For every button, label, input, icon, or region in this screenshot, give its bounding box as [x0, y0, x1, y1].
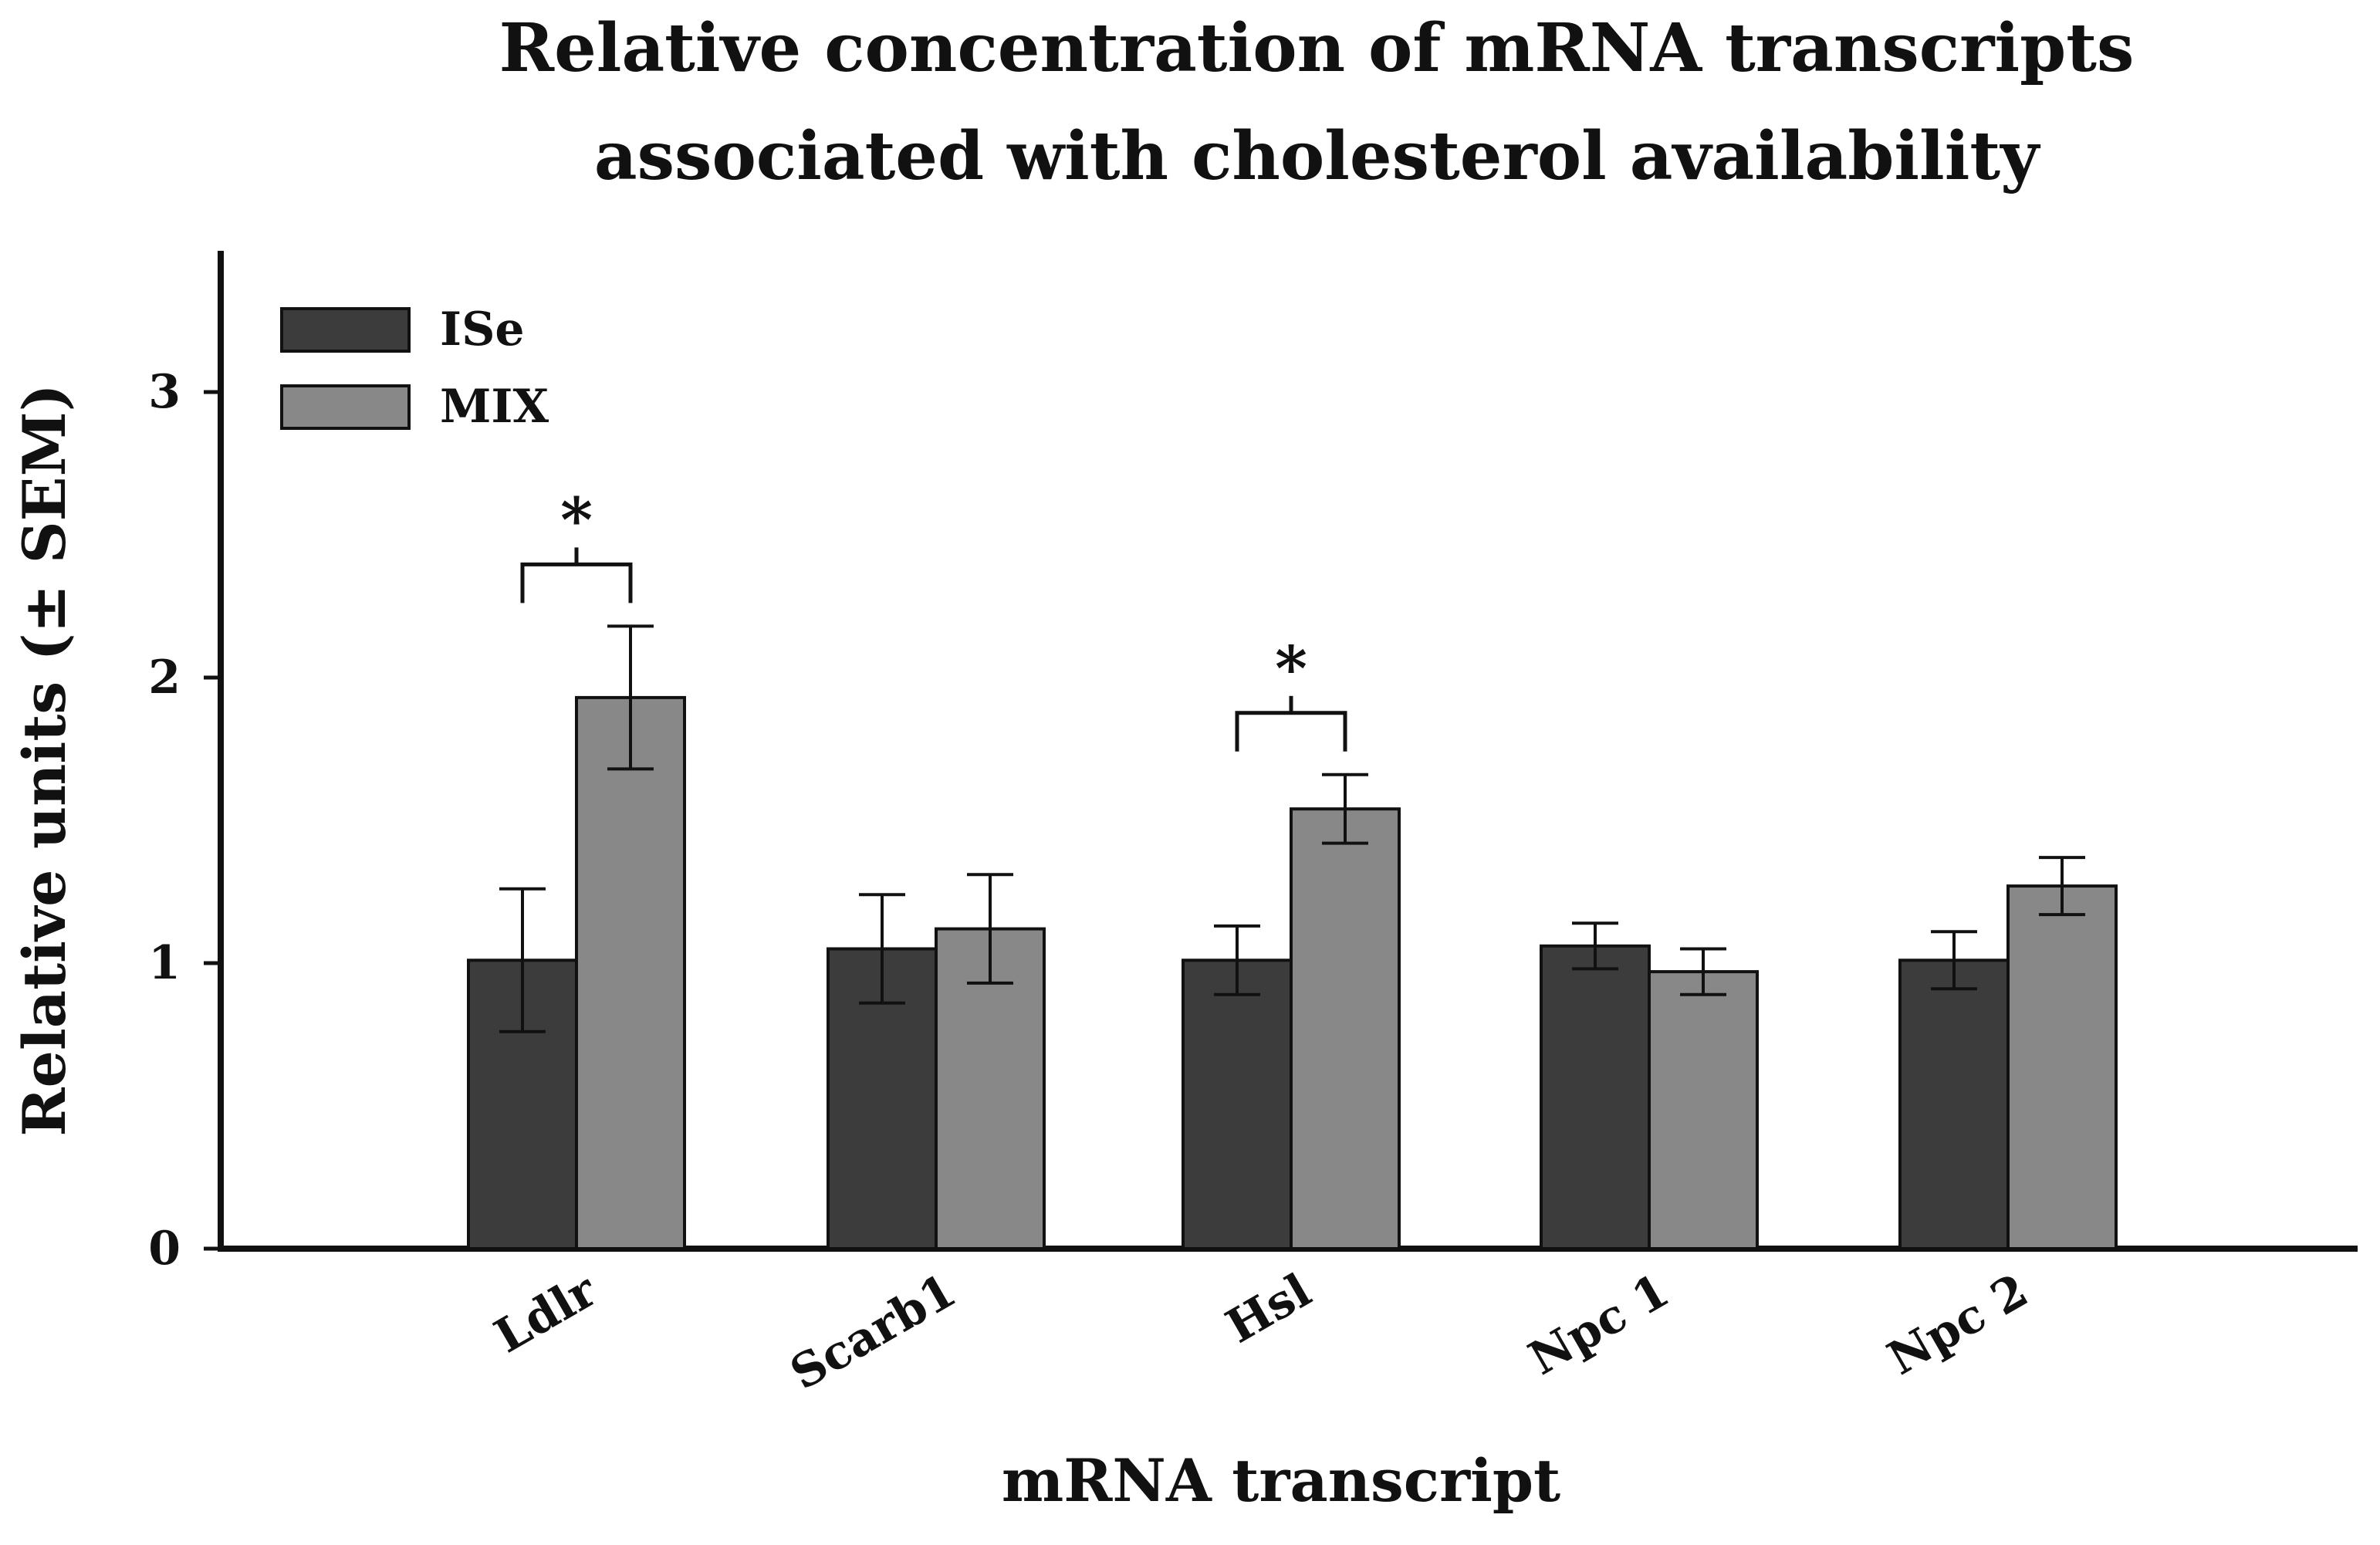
chart-title-line-1: Relative concentration of mRNA transcrip… — [499, 9, 2135, 87]
x-tick-label-hsl: Hsl — [1217, 1263, 1320, 1354]
x-tick-label-ldlr: Ldlr — [486, 1263, 607, 1364]
legend-label-ise: ISe — [440, 303, 525, 357]
significance-bracket — [1235, 711, 1347, 752]
y-tick-label: 1 — [148, 936, 181, 990]
bar-ise-npc1 — [1540, 944, 1651, 1251]
significance-asterisk: * — [1275, 632, 1307, 705]
legend-swatch-ise — [280, 307, 411, 353]
bar-mix-hsl — [1290, 807, 1401, 1250]
x-tick-label-npc1: Npc 1 — [1520, 1263, 1679, 1386]
significance-asterisk: * — [560, 483, 593, 556]
legend-label-mix: MIX — [440, 380, 549, 434]
bar-mix-ldlr — [575, 695, 686, 1250]
bar-ise-hsl — [1182, 958, 1293, 1251]
significance-bracket — [520, 562, 633, 603]
y-axis-label: Relative units (± SEM) — [10, 384, 79, 1136]
x-tick-label-scarb1: Scarb1 — [782, 1263, 965, 1401]
bar-mix-npc2 — [2006, 884, 2118, 1250]
legend-swatch-mix — [280, 384, 411, 430]
y-tick-label: 0 — [148, 1222, 181, 1276]
y-tick-label: 2 — [148, 651, 181, 705]
bar-mix-npc1 — [1648, 970, 1759, 1250]
x-tick-label-npc2: Npc 2 — [1879, 1263, 2037, 1386]
y-tick-label: 3 — [148, 365, 181, 419]
x-axis-label: mRNA transcript — [1002, 1446, 1560, 1515]
bar-ise-npc2 — [1898, 958, 2010, 1251]
chart-title-line-2: associated with cholesterol availability — [594, 117, 2041, 195]
